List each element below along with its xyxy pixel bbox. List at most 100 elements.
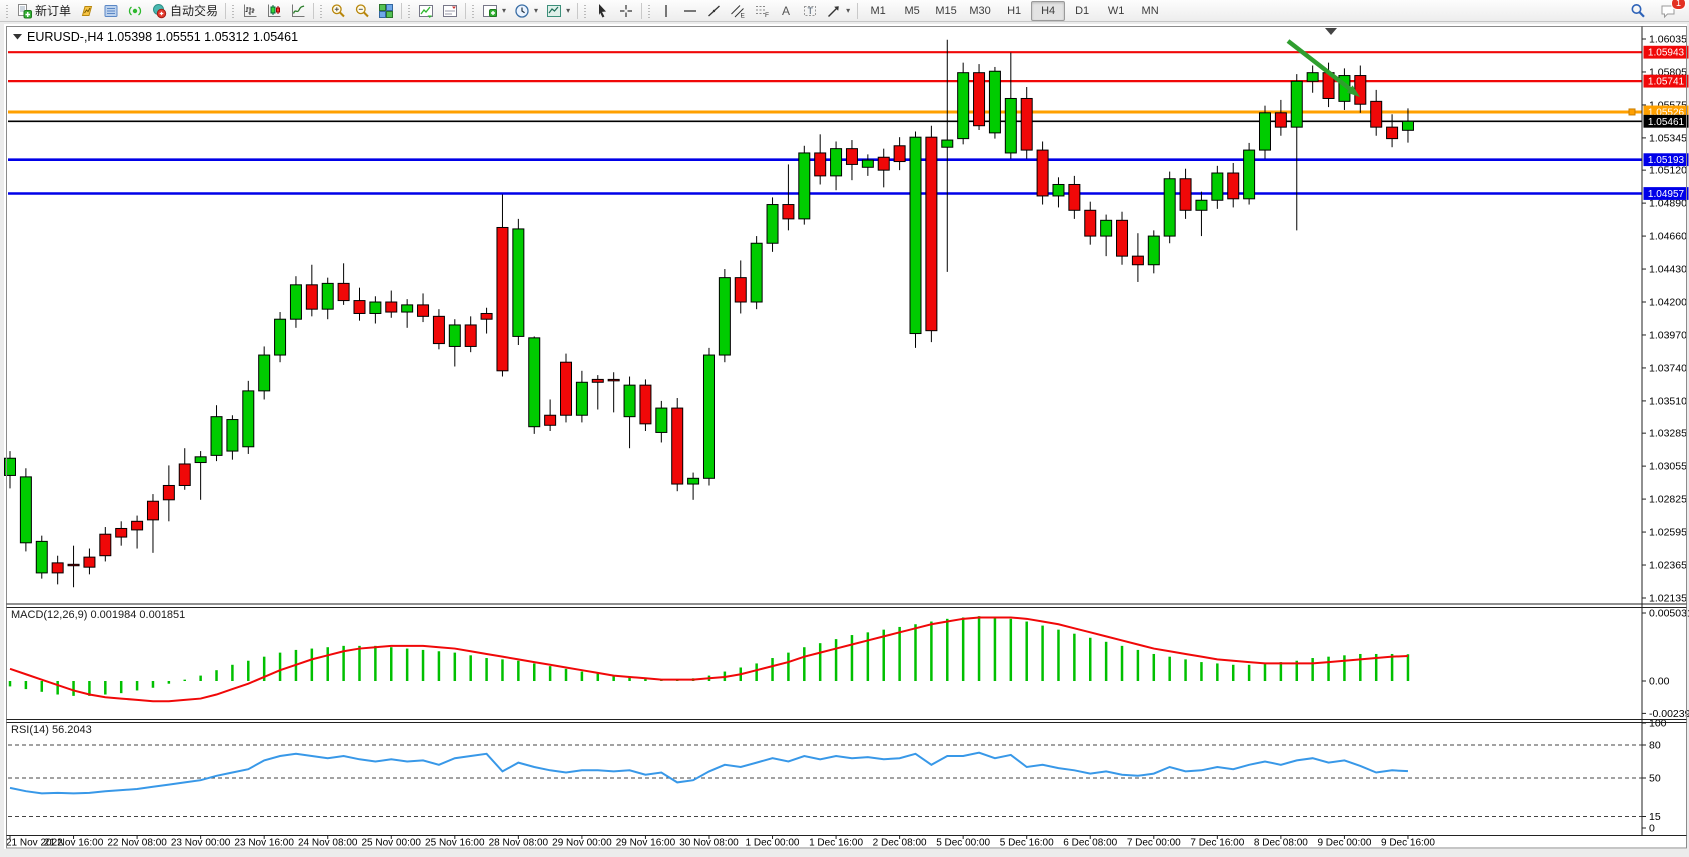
crosshair-icon xyxy=(618,3,634,19)
timeframe-MN-button[interactable]: MN xyxy=(1141,4,1159,17)
time-tick-label: 30 Nov 08:00 xyxy=(679,838,739,849)
price-tick-label: 1.04890 xyxy=(1649,198,1687,210)
template-button-dropdown-arrow-icon[interactable]: ▾ xyxy=(566,6,571,15)
price-axis[interactable]: 1.060351.058051.055751.053451.051201.048… xyxy=(1642,34,1689,835)
zoom-in-icon xyxy=(330,3,346,19)
line-chart-icon xyxy=(290,3,306,19)
trendline-icon xyxy=(706,3,722,19)
chart-shortcut-button[interactable] xyxy=(75,0,99,22)
time-tick-label: 25 Nov 00:00 xyxy=(362,838,422,849)
autotrade-icon xyxy=(151,3,167,19)
toolbar-drag-handle[interactable] xyxy=(407,2,413,19)
macd-tick-label: -0.002397 xyxy=(1649,708,1689,720)
toolbar-drag-handle[interactable] xyxy=(583,2,589,19)
toolbar-separator xyxy=(401,2,403,19)
search-icon xyxy=(1630,3,1646,19)
toolbar-drag-handle[interactable] xyxy=(231,2,237,19)
toolbar-drag-handle[interactable] xyxy=(471,2,477,19)
timeframe-D1-button[interactable]: D1 xyxy=(1075,4,1090,17)
green-trend-arrow[interactable] xyxy=(1286,39,1360,97)
new-order-icon xyxy=(16,3,32,19)
price-tick-label: 1.02135 xyxy=(1649,592,1687,604)
vline-icon xyxy=(658,3,674,19)
periods-button[interactable]: ▾ xyxy=(510,0,542,22)
macd-histogram xyxy=(8,616,1410,696)
price-tick-label: 1.03055 xyxy=(1649,461,1687,473)
periods-button-dropdown-arrow-icon[interactable]: ▾ xyxy=(534,6,539,15)
text-button[interactable]: A xyxy=(774,0,798,22)
cursor-button[interactable] xyxy=(590,0,614,22)
timeframe-H1-button[interactable]: H1 xyxy=(1007,4,1022,17)
trendline-button[interactable] xyxy=(702,0,726,22)
market-watch-button[interactable] xyxy=(99,0,123,22)
hline-button[interactable] xyxy=(678,0,702,22)
chart-shortcut-icon xyxy=(79,3,95,19)
timeframe-M30-button[interactable]: M30 xyxy=(969,4,991,17)
toolbar-drag-handle[interactable] xyxy=(5,2,10,19)
toolbar-separator xyxy=(857,2,859,19)
price-tick-label: 1.03510 xyxy=(1649,395,1687,407)
chart-background[interactable] xyxy=(4,24,1687,849)
candlestick-series xyxy=(4,39,1414,588)
symbol-dropdown-icon[interactable] xyxy=(13,34,22,40)
chart-shift-button[interactable] xyxy=(438,0,462,22)
time-tick-label: 28 Nov 08:00 xyxy=(489,838,549,849)
zoom-out-button[interactable] xyxy=(350,0,374,22)
toolbar-drag-handle[interactable] xyxy=(319,2,325,19)
svg-text:1.05526: 1.05526 xyxy=(1648,107,1685,118)
add-indicator-icon xyxy=(482,3,498,19)
chart-shift-marker-icon[interactable] xyxy=(1325,28,1337,35)
channel-button[interactable]: E xyxy=(726,0,750,22)
toolbar-separator xyxy=(465,2,467,19)
price-tag-1.05461: 1.05461 xyxy=(1643,114,1689,128)
crosshair-button[interactable] xyxy=(614,0,638,22)
time-tick-label: 1 Dec 16:00 xyxy=(809,838,863,849)
time-tick-label: 5 Dec 00:00 xyxy=(936,838,990,849)
toolbar-separator xyxy=(225,2,227,19)
main-price-panel[interactable]: EURUSD-,H4 1.05398 1.05551 1.05312 1.054… xyxy=(4,28,1643,588)
arrows-button[interactable]: ▾ xyxy=(822,0,854,22)
timeframe-H4-button[interactable]: H4 xyxy=(1031,0,1066,21)
line-chart-button[interactable] xyxy=(286,0,310,22)
signals-button[interactable] xyxy=(123,0,147,22)
autotrade-button[interactable]: 自动交易 xyxy=(147,0,222,22)
time-tick-label: 5 Dec 16:00 xyxy=(1000,838,1054,849)
price-tick-label: 1.02595 xyxy=(1649,527,1687,539)
shapes-icon xyxy=(826,3,842,19)
orange-line-handle[interactable] xyxy=(1628,108,1636,116)
template-button[interactable]: ▾ xyxy=(542,0,574,22)
time-tick-label: 23 Nov 00:00 xyxy=(171,838,231,849)
add-indicator-button[interactable]: ▾ xyxy=(478,0,510,22)
tile-windows-button[interactable] xyxy=(374,0,398,22)
time-tick-label: 29 Nov 16:00 xyxy=(616,838,676,849)
timeframe-M15-button[interactable]: M15 xyxy=(935,4,957,17)
auto-scroll-button[interactable] xyxy=(414,0,438,22)
rsi-tick-label: 100 xyxy=(1649,718,1667,730)
zoom-in-button[interactable] xyxy=(326,0,350,22)
svg-text:A: A xyxy=(782,4,790,18)
price-tag-1.05943: 1.05943 xyxy=(1643,45,1689,59)
timeframe-M1-button[interactable]: M1 xyxy=(870,4,886,17)
macd-panel[interactable]: MACD(12,26,9) 0.001984 0.001851 xyxy=(8,609,1410,703)
chat-button[interactable]: 1 xyxy=(1656,0,1686,22)
search-button[interactable] xyxy=(1626,0,1650,22)
svg-text:F: F xyxy=(765,12,769,19)
toolbar-drag-handle[interactable] xyxy=(647,2,653,19)
bar-chart-button[interactable] xyxy=(238,0,262,22)
arrows-button-dropdown-arrow-icon[interactable]: ▾ xyxy=(846,6,851,15)
time-tick-label: 7 Dec 16:00 xyxy=(1190,838,1244,849)
chart-title: EURUSD-,H4 1.05398 1.05551 1.05312 1.054… xyxy=(27,30,298,44)
timeframe-M5-button[interactable]: M5 xyxy=(904,4,920,17)
vline-button[interactable] xyxy=(654,0,678,22)
rsi-panel[interactable]: RSI(14) 56.2043 xyxy=(8,724,1642,817)
timeframe-W1-button[interactable]: W1 xyxy=(1107,4,1125,17)
price-tick-label: 1.03970 xyxy=(1649,329,1687,341)
label-button[interactable]: T xyxy=(798,0,822,22)
candle-chart-button[interactable] xyxy=(262,0,286,22)
svg-text:1.04957: 1.04957 xyxy=(1648,189,1685,200)
new-order-button[interactable]: 新订单 xyxy=(12,0,75,22)
fibonacci-button[interactable]: F xyxy=(750,0,774,22)
add-indicator-button-dropdown-arrow-icon[interactable]: ▾ xyxy=(502,6,507,15)
